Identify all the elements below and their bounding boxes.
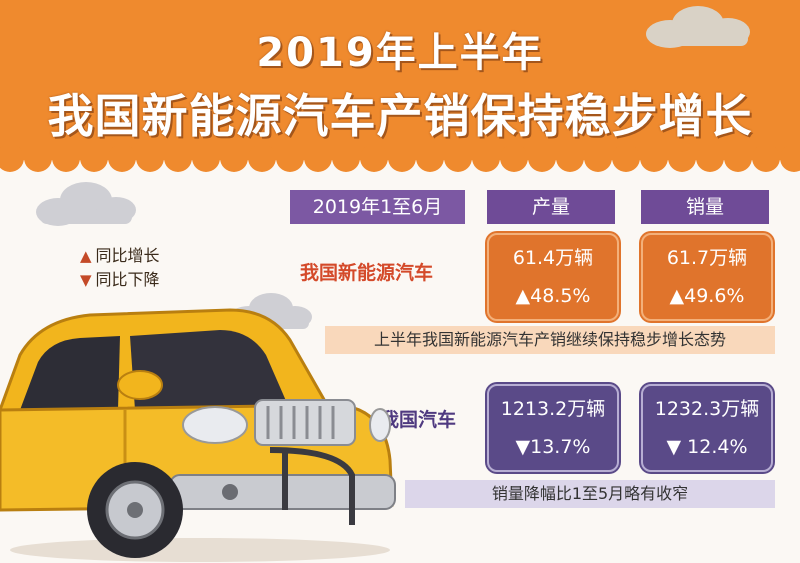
legend-increase-label: 同比增长 — [95, 246, 160, 265]
cloud-icon — [646, 6, 750, 48]
sales-header: 销量 — [641, 190, 769, 224]
new-energy-note: 上半年我国新能源汽车产销继续保持稳步增长态势 — [325, 326, 775, 354]
car-illustration — [0, 308, 396, 562]
all-cars-production-value: 1213.2万辆 — [500, 398, 606, 420]
title-line-1: 2019年上半年 — [256, 30, 544, 76]
legend-decrease-label: 同比下降 — [95, 270, 160, 289]
legend-increase: ▲ 同比增长 — [80, 242, 160, 266]
all-cars-sales-value: 1232.3万辆 — [654, 398, 760, 420]
all-cars-sales-box: 1232.3万辆 ▼ 12.4% — [641, 384, 773, 472]
banner-scallop-edge — [0, 144, 800, 172]
new-energy-production-value: 61.4万辆 — [512, 247, 594, 269]
title-line-2: 我国新能源汽车产销保持稳步增长 — [47, 89, 753, 143]
period-header: 2019年1至6月 — [290, 190, 465, 224]
all-cars-sales-change: ▼ 12.4% — [666, 436, 748, 458]
all-cars-production-box: 1213.2万辆 ▼13.7% — [487, 384, 619, 472]
new-energy-row-label: 我国新能源汽车 — [300, 262, 434, 284]
cloud-icon — [36, 182, 136, 226]
new-energy-sales-box: 61.7万辆 ▲49.6% — [641, 233, 773, 321]
production-header: 产量 — [487, 190, 615, 224]
new-energy-production-box: 61.4万辆 ▲48.5% — [487, 233, 619, 321]
up-triangle-icon: ▲ — [80, 247, 92, 265]
all-cars-note: 销量降幅比1至5月略有收窄 — [405, 480, 775, 508]
new-energy-sales-change: ▲49.6% — [669, 285, 745, 307]
new-energy-production-change: ▲48.5% — [515, 285, 591, 307]
down-triangle-icon: ▼ — [80, 271, 92, 289]
legend-decrease: ▼ 同比下降 — [80, 266, 160, 290]
all-cars-row-label: 我国汽车 — [380, 409, 457, 431]
new-energy-sales-value: 61.7万辆 — [666, 247, 748, 269]
all-cars-production-change: ▼13.7% — [515, 436, 591, 458]
